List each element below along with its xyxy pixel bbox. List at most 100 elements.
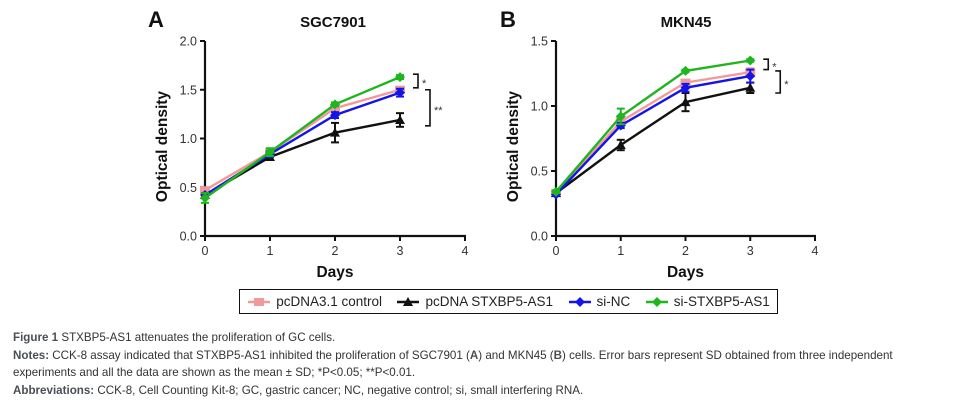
- y-axis-label: Optical density: [505, 91, 522, 202]
- bracket-line: [763, 58, 770, 71]
- data-point: [745, 82, 756, 92]
- significance-bracket: **: [425, 88, 443, 127]
- x-tick-label: 0: [553, 244, 560, 258]
- x-tick-label: 2: [682, 244, 689, 258]
- legend-item: si-NC: [568, 294, 630, 309]
- x-axis-label: Days: [316, 264, 353, 281]
- chart-panel-b: B MKN45 0.0 0.5 1.0 1.5 0 1 2 3 4 Days Optical densi…: [500, 7, 819, 281]
- bracket-line: [413, 73, 419, 89]
- x-tick-label: 2: [332, 244, 339, 258]
- x-tick-label: 3: [747, 244, 754, 258]
- data-point: [330, 110, 340, 121]
- figure-charts: A SGC7901 0.0 0.5 1.0 1.5 2.0 0 1 2 3 4 Days Optical …: [148, 7, 819, 281]
- x-tick-label: 1: [617, 244, 624, 258]
- data-point: [745, 55, 756, 66]
- data-point: [615, 111, 626, 122]
- legend-label: pcDNA3.1 control: [276, 294, 383, 309]
- data-point: [615, 120, 626, 131]
- y-tick-label: 1.0: [531, 100, 548, 114]
- caption-abbrev-line: Abbreviations: CCK-8, Cell Counting Kit-…: [13, 382, 963, 400]
- data-point: [395, 87, 405, 98]
- notes-panel-a: A: [469, 348, 479, 362]
- series-si-nc: [551, 68, 756, 200]
- panel-letter: B: [500, 7, 516, 32]
- y-tick-label: 0.0: [531, 230, 548, 244]
- legend-marker: [254, 297, 265, 306]
- data-point: [551, 186, 561, 197]
- y-tick-label: 2.0: [180, 35, 197, 49]
- caption-notes-line: Notes: CCK-8 assay indicated that STXBP5…: [13, 347, 963, 365]
- series-pcdna-stxbp5-as1: [200, 112, 405, 200]
- x-tick-label: 1: [267, 244, 274, 258]
- x-tick-label: 4: [462, 244, 469, 258]
- legend-marker-icon: [568, 296, 591, 307]
- y-tick-label: 0.0: [180, 230, 197, 244]
- x-tick-label: 4: [812, 244, 819, 258]
- y-tick-label: 1.5: [531, 35, 548, 49]
- legend-marker: [403, 296, 414, 306]
- data-point: [200, 192, 210, 203]
- bracket-line: [775, 70, 782, 94]
- legend-item: pcDNA STXBP5-AS1: [396, 294, 553, 309]
- legend-marker-icon: [645, 296, 668, 307]
- y-tick-label: 0.5: [180, 181, 197, 195]
- caption-notes-line-2: experiments and all the data are shown a…: [13, 366, 416, 379]
- series-si-stxbp5-as1: [200, 72, 405, 204]
- data-point: [680, 78, 691, 87]
- figure-label: Figure 1: [13, 331, 59, 344]
- y-axis-label: Optical density: [154, 91, 171, 202]
- chart-title: SGC7901: [300, 14, 366, 31]
- x-tick-label: 0: [202, 244, 209, 258]
- significance-label: **: [434, 105, 443, 117]
- data-point: [680, 82, 691, 93]
- series-line: [555, 74, 751, 196]
- bracket-line: [425, 88, 431, 127]
- significance-bracket: *: [413, 73, 427, 90]
- data-point: [330, 99, 340, 110]
- series-si-stxbp5-as1: [551, 55, 756, 197]
- significance-bracket: *: [763, 58, 777, 73]
- y-tick-label: 1.0: [180, 132, 197, 146]
- data-point: [615, 140, 626, 149]
- abbrev-text: CCK-8, Cell Counting Kit-8; GC, gastric …: [94, 383, 584, 397]
- y-tick-label: 0.5: [531, 165, 548, 179]
- series-pcdna3-1-control: [551, 67, 756, 198]
- significance-label: *: [422, 78, 427, 90]
- data-point: [680, 65, 691, 76]
- abbrev-label: Abbreviations:: [13, 383, 95, 397]
- legend-marker-icon: [397, 296, 420, 306]
- data-point: [745, 71, 756, 82]
- series-line: [555, 59, 751, 193]
- data-point: [265, 147, 275, 158]
- data-point: [395, 72, 405, 83]
- y-tick-label: 1.5: [180, 83, 197, 97]
- legend-item: pcDNA3.1 control: [247, 294, 382, 309]
- notes-label: Notes:: [13, 348, 50, 362]
- significance-bracket: *: [775, 70, 789, 94]
- x-axis-label: Days: [667, 264, 704, 281]
- significance-label: *: [772, 61, 777, 73]
- series-line: [204, 88, 401, 192]
- chart-title: MKN45: [661, 14, 712, 31]
- notes-panel-b: B: [553, 348, 563, 362]
- series-line: [204, 75, 401, 199]
- figure-title: STXBP5-AS1 attenuates the proliferation …: [58, 331, 336, 344]
- notes-text-1: CCK-8 assay indicated that STXBP5-AS1 in…: [49, 348, 470, 362]
- x-tick-label: 3: [397, 244, 404, 258]
- legend-label: si-STXBP5-AS1: [673, 294, 770, 309]
- series-pcdna-stxbp5-as1: [551, 81, 756, 198]
- legend-item: si-STXBP5-AS1: [645, 294, 770, 309]
- series-line: [555, 86, 751, 195]
- data-point: [330, 127, 340, 137]
- legend-marker: [574, 296, 585, 307]
- legend-marker-icon: [248, 297, 271, 306]
- chart-panel-a: A SGC7901 0.0 0.5 1.0 1.5 2.0 0 1 2 3 4 Days Optical …: [148, 7, 469, 281]
- notes-text-2: ) and MKN45 (: [478, 348, 554, 362]
- data-point: [395, 114, 405, 124]
- figure-caption: Figure 1 STXBP5-AS1 attenuates the proli…: [13, 329, 963, 399]
- panel-letter: A: [148, 7, 164, 32]
- legend-label: pcDNA STXBP5-AS1: [425, 294, 554, 309]
- legend-marker: [651, 296, 662, 307]
- significance-label: *: [784, 79, 789, 91]
- notes-text-3: ) cells. Error bars represent SD obtaine…: [562, 348, 893, 362]
